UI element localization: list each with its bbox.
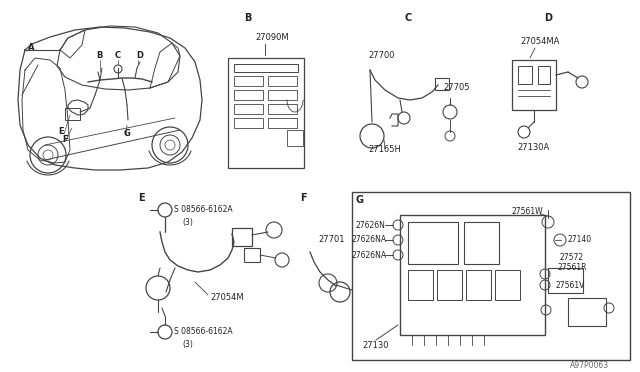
Text: S 08566-6162A: S 08566-6162A xyxy=(174,327,232,337)
Bar xyxy=(234,118,263,128)
Text: 27054MA: 27054MA xyxy=(520,38,559,46)
Bar xyxy=(548,268,583,293)
Text: 27561R: 27561R xyxy=(558,263,588,273)
Bar xyxy=(408,222,458,264)
Text: C: C xyxy=(404,13,412,23)
Bar xyxy=(435,78,449,90)
Text: B: B xyxy=(96,51,102,61)
Bar xyxy=(268,76,297,86)
Text: 27700: 27700 xyxy=(368,51,394,60)
Text: E: E xyxy=(138,193,145,203)
Bar xyxy=(408,270,433,300)
Bar xyxy=(437,270,462,300)
Bar xyxy=(495,270,520,300)
Bar xyxy=(268,104,297,114)
Bar xyxy=(400,215,545,335)
Text: 27561V: 27561V xyxy=(555,280,584,289)
Text: F: F xyxy=(300,193,307,203)
Text: A: A xyxy=(28,44,35,52)
Text: B: B xyxy=(244,13,252,23)
Text: 27090M: 27090M xyxy=(255,33,289,42)
Text: 27705: 27705 xyxy=(443,83,470,93)
Text: A97P0063: A97P0063 xyxy=(570,360,609,369)
Text: S 08566-6162A: S 08566-6162A xyxy=(174,205,232,215)
Bar xyxy=(352,192,630,360)
Bar xyxy=(464,222,499,264)
Text: (3): (3) xyxy=(182,218,193,227)
Text: 27561W: 27561W xyxy=(512,208,543,217)
Bar xyxy=(538,66,550,84)
Bar xyxy=(234,64,298,72)
Text: G: G xyxy=(355,195,363,205)
Text: E: E xyxy=(58,128,63,137)
Text: 27626NA: 27626NA xyxy=(352,235,387,244)
Text: 27130: 27130 xyxy=(362,340,388,350)
Text: D: D xyxy=(136,51,143,61)
Text: 27572: 27572 xyxy=(560,253,584,263)
Text: 27140: 27140 xyxy=(568,235,592,244)
Bar xyxy=(244,248,260,262)
Bar xyxy=(568,298,606,326)
Text: 27054M: 27054M xyxy=(210,294,244,302)
Text: 27165H: 27165H xyxy=(368,145,401,154)
Text: (3): (3) xyxy=(182,340,193,349)
Bar xyxy=(268,90,297,100)
Text: 27130A: 27130A xyxy=(517,144,549,153)
Bar xyxy=(466,270,491,300)
Text: 27626NA: 27626NA xyxy=(352,250,387,260)
Text: C: C xyxy=(115,51,121,61)
Bar xyxy=(232,228,252,246)
Bar xyxy=(234,90,263,100)
Bar xyxy=(228,58,304,168)
Text: F: F xyxy=(62,135,68,144)
Bar xyxy=(234,76,263,86)
Text: 27701: 27701 xyxy=(318,235,344,244)
Text: G: G xyxy=(124,129,131,138)
Bar xyxy=(518,66,532,84)
Text: D: D xyxy=(544,13,552,23)
Bar xyxy=(65,108,80,120)
Bar xyxy=(234,104,263,114)
Bar xyxy=(268,118,297,128)
Text: 27626N: 27626N xyxy=(356,221,386,230)
Bar xyxy=(287,130,303,146)
Bar xyxy=(512,60,556,110)
